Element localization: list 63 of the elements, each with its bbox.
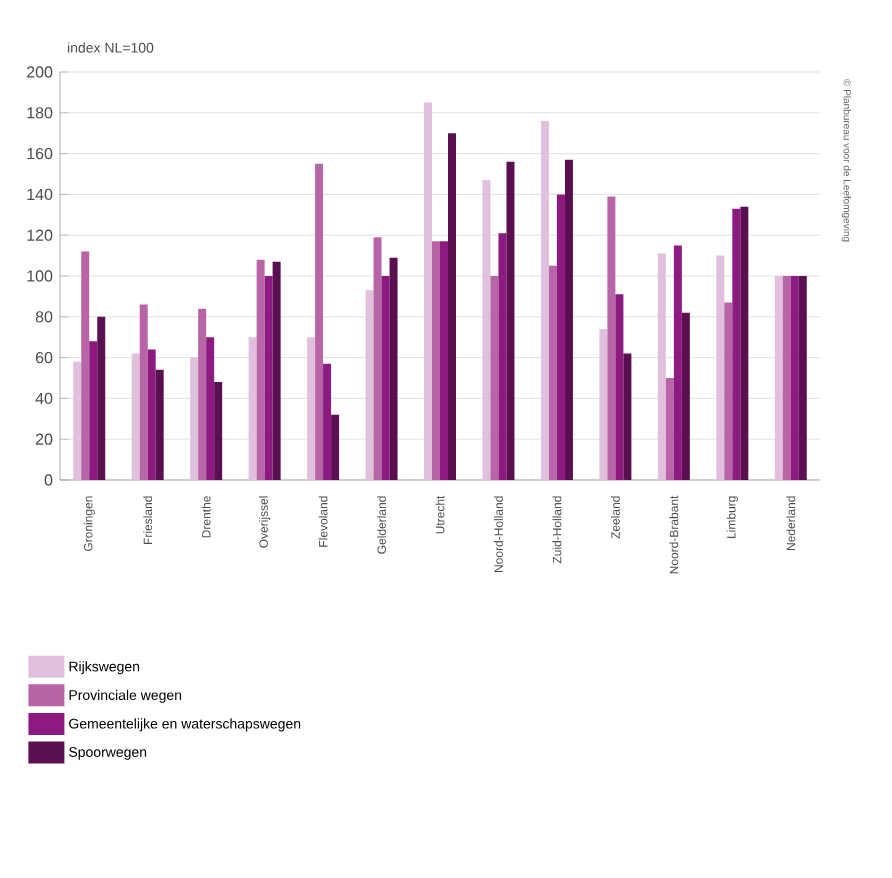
bar bbox=[97, 316, 106, 480]
y-tick-label: 180 bbox=[27, 107, 53, 119]
bar bbox=[564, 159, 573, 480]
bar bbox=[315, 163, 324, 480]
bar bbox=[615, 294, 624, 480]
bar bbox=[323, 363, 332, 480]
bar bbox=[131, 353, 140, 480]
bar bbox=[681, 312, 690, 480]
bar bbox=[782, 276, 791, 480]
bar bbox=[256, 259, 265, 480]
bar bbox=[490, 276, 499, 480]
bar bbox=[307, 337, 316, 480]
bar bbox=[607, 196, 616, 480]
bar bbox=[373, 237, 382, 480]
bar bbox=[716, 255, 725, 480]
y-tick-label: 40 bbox=[35, 392, 53, 405]
bar bbox=[540, 120, 549, 480]
bar bbox=[665, 378, 674, 480]
bar bbox=[381, 276, 390, 480]
bar bbox=[206, 337, 215, 480]
bar bbox=[248, 337, 257, 480]
bar bbox=[740, 206, 749, 480]
bar bbox=[73, 361, 82, 480]
bar bbox=[790, 276, 799, 480]
bar bbox=[448, 133, 456, 480]
bar bbox=[89, 341, 98, 480]
y-tick-label: 20 bbox=[35, 433, 53, 445]
bar bbox=[264, 276, 273, 480]
bar bbox=[81, 251, 90, 480]
y-tick-label: 160 bbox=[27, 147, 53, 160]
y-tick-label: 200 bbox=[27, 66, 53, 78]
bar bbox=[498, 233, 507, 480]
bar bbox=[556, 194, 565, 480]
bar bbox=[482, 180, 491, 480]
y-tick-label: 60 bbox=[35, 351, 53, 364]
y-tick-label: 140 bbox=[27, 188, 53, 201]
bar bbox=[657, 253, 666, 480]
bar bbox=[732, 208, 741, 480]
y-tick-label: 100 bbox=[27, 270, 53, 282]
y-tick-label: 0 bbox=[44, 474, 53, 486]
bar bbox=[214, 382, 223, 480]
bar bbox=[548, 265, 557, 480]
bar bbox=[798, 276, 807, 480]
bar bbox=[190, 357, 199, 480]
bar bbox=[155, 369, 164, 480]
y-tick-label: 120 bbox=[27, 229, 53, 241]
bar bbox=[506, 161, 515, 480]
bar bbox=[432, 241, 441, 480]
bar bbox=[623, 353, 632, 480]
bar bbox=[139, 304, 148, 480]
bar bbox=[365, 290, 374, 480]
bar bbox=[774, 276, 783, 480]
bar bbox=[599, 329, 608, 480]
y-tick-label: 80 bbox=[35, 311, 53, 323]
bar bbox=[272, 261, 281, 480]
bar bbox=[198, 308, 207, 480]
bar bbox=[331, 414, 340, 480]
bar bbox=[724, 302, 733, 480]
bar bbox=[440, 241, 449, 480]
bar bbox=[389, 257, 398, 480]
bar bbox=[424, 102, 433, 480]
bar bbox=[673, 245, 682, 480]
bar bbox=[147, 349, 156, 480]
